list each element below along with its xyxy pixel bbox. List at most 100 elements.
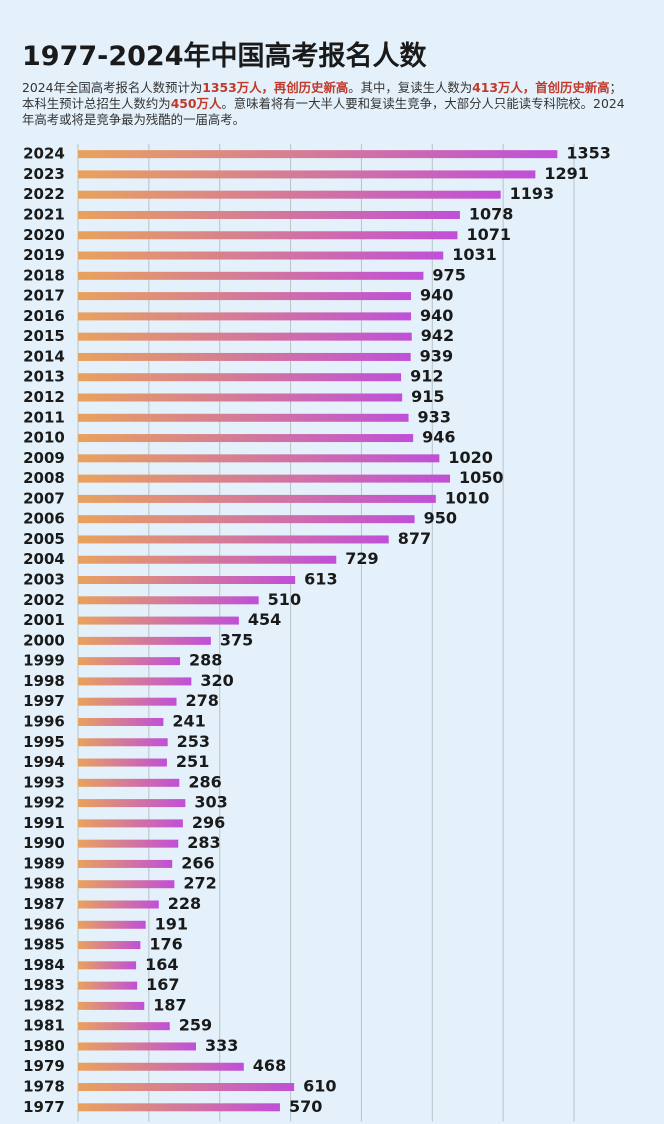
y-tick-label: 2003 xyxy=(23,571,65,589)
bar xyxy=(78,981,138,990)
bar xyxy=(78,515,415,524)
subtitle-segment: 2024年全国高考报名人数预计为 xyxy=(22,80,203,95)
y-tick-label: 2012 xyxy=(23,388,65,406)
chart-subtitle: 2024年全国高考报名人数预计为1353万人，再创历史新高。其中，复读生人数为4… xyxy=(22,80,634,128)
value-label: 610 xyxy=(303,1077,336,1096)
y-tick-label: 1997 xyxy=(23,692,65,710)
subtitle-segment: 450万人 xyxy=(170,96,222,111)
bar xyxy=(78,880,175,889)
bar xyxy=(78,251,444,260)
value-label: 510 xyxy=(268,590,301,609)
value-label: 933 xyxy=(418,407,451,426)
value-label: 939 xyxy=(420,346,453,365)
bar xyxy=(78,717,164,726)
value-label: 940 xyxy=(420,286,453,305)
y-tick-label: 1995 xyxy=(23,733,65,751)
bar xyxy=(78,900,159,909)
bar xyxy=(78,150,558,159)
value-label: 259 xyxy=(179,1016,212,1035)
value-label: 1071 xyxy=(466,225,511,244)
bar xyxy=(78,190,501,199)
bar xyxy=(78,677,192,686)
value-label: 333 xyxy=(205,1036,238,1055)
bar xyxy=(78,839,179,848)
value-label: 950 xyxy=(424,509,457,528)
y-tick-label: 1981 xyxy=(23,1017,65,1035)
bar xyxy=(78,576,296,585)
bar xyxy=(78,961,137,970)
value-label: 468 xyxy=(253,1056,286,1075)
value-label: 241 xyxy=(172,711,205,730)
y-tick-label: 1984 xyxy=(23,956,65,974)
value-label: 1353 xyxy=(566,144,611,163)
y-tick-label: 1979 xyxy=(23,1057,65,1075)
value-label: 303 xyxy=(194,793,227,812)
y-tick-label: 2005 xyxy=(23,530,65,548)
bar xyxy=(78,352,411,361)
y-tick-label: 1996 xyxy=(23,712,65,730)
y-tick-label: 1978 xyxy=(23,1078,65,1096)
y-tick-label: 1982 xyxy=(23,996,65,1014)
value-label: 176 xyxy=(149,935,182,954)
value-label: 454 xyxy=(248,610,281,629)
bar xyxy=(78,758,167,767)
y-tick-label: 2008 xyxy=(23,469,65,487)
value-label: 253 xyxy=(177,732,210,751)
value-label: 266 xyxy=(181,853,214,872)
value-label: 1078 xyxy=(469,204,514,223)
y-tick-label: 2010 xyxy=(23,429,65,447)
y-tick-label: 1990 xyxy=(23,834,65,852)
bar xyxy=(78,494,436,503)
y-tick-label: 2023 xyxy=(23,165,65,183)
bar xyxy=(78,1062,244,1071)
subtitle-segment: ；本科生预计总招生人数约为 xyxy=(22,80,622,111)
bar xyxy=(78,454,440,463)
value-label: 729 xyxy=(345,549,378,568)
bar xyxy=(78,555,337,564)
bar xyxy=(78,859,173,868)
y-tick-label: 2020 xyxy=(23,226,65,244)
value-label: 1193 xyxy=(510,184,555,203)
y-tick-label: 1977 xyxy=(23,1098,65,1116)
value-label: 272 xyxy=(183,874,216,893)
value-label: 942 xyxy=(421,326,454,345)
y-tick-label: 2017 xyxy=(23,287,65,305)
y-tick-label: 2002 xyxy=(23,591,65,609)
bar xyxy=(78,413,409,422)
y-tick-label: 2024 xyxy=(23,145,65,163)
y-tick-label: 2007 xyxy=(23,489,65,507)
value-label: 877 xyxy=(398,529,431,548)
bar xyxy=(78,332,412,341)
subtitle-segment: 413万人，首创历史新高 xyxy=(472,80,610,95)
value-label: 1050 xyxy=(459,468,504,487)
bar xyxy=(78,738,168,747)
value-label: 320 xyxy=(200,671,233,690)
bar xyxy=(78,596,259,605)
y-tick-label: 2009 xyxy=(23,449,65,467)
value-label: 946 xyxy=(422,428,455,447)
value-label: 167 xyxy=(146,975,179,994)
y-tick-label: 2001 xyxy=(23,611,65,629)
y-tick-label: 1998 xyxy=(23,672,65,690)
value-label: 278 xyxy=(185,691,218,710)
value-label: 570 xyxy=(289,1097,322,1116)
bar xyxy=(78,657,181,666)
y-tick-label: 1993 xyxy=(23,773,65,791)
bar xyxy=(78,1022,170,1031)
bar xyxy=(78,819,183,828)
value-label: 912 xyxy=(410,367,443,386)
bar xyxy=(78,292,412,301)
bar xyxy=(78,210,460,219)
value-label: 1031 xyxy=(452,245,497,264)
value-label: 1010 xyxy=(445,488,490,507)
y-tick-label: 1983 xyxy=(23,976,65,994)
y-tick-label: 1989 xyxy=(23,854,65,872)
value-label: 975 xyxy=(432,265,465,284)
y-tick-label: 2014 xyxy=(23,347,65,365)
value-label: 1020 xyxy=(448,448,493,467)
y-tick-label: 1991 xyxy=(23,814,65,832)
value-label: 940 xyxy=(420,306,453,325)
y-tick-label: 1999 xyxy=(23,652,65,670)
bar xyxy=(78,312,412,321)
